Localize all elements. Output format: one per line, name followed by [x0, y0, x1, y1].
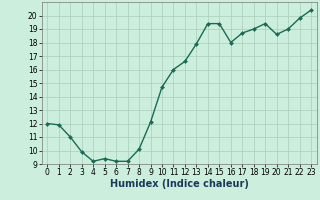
X-axis label: Humidex (Indice chaleur): Humidex (Indice chaleur)	[110, 179, 249, 189]
